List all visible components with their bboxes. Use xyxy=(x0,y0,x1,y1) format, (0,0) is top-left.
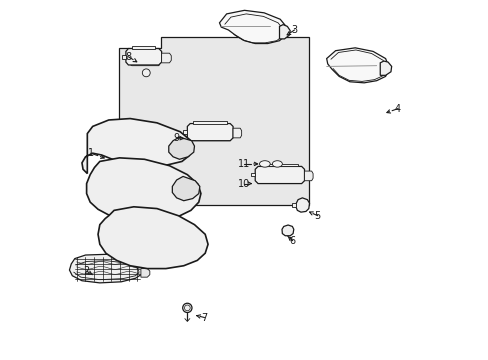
Polygon shape xyxy=(326,48,388,83)
Polygon shape xyxy=(162,53,171,63)
Text: 5: 5 xyxy=(314,211,320,221)
Polygon shape xyxy=(304,171,312,181)
Polygon shape xyxy=(255,166,304,184)
Polygon shape xyxy=(132,46,155,49)
Polygon shape xyxy=(168,137,194,159)
Circle shape xyxy=(183,303,192,312)
Polygon shape xyxy=(98,207,207,269)
Ellipse shape xyxy=(259,161,270,167)
Polygon shape xyxy=(295,198,309,212)
Polygon shape xyxy=(82,118,192,174)
Polygon shape xyxy=(69,254,144,283)
Text: 10: 10 xyxy=(237,179,249,189)
Polygon shape xyxy=(260,164,298,166)
Polygon shape xyxy=(279,24,290,39)
Text: 3: 3 xyxy=(291,25,297,35)
Polygon shape xyxy=(183,130,187,134)
Text: 8: 8 xyxy=(125,52,131,62)
Polygon shape xyxy=(219,10,286,44)
Polygon shape xyxy=(187,123,233,141)
Text: 9: 9 xyxy=(173,133,179,143)
Text: 2: 2 xyxy=(83,266,90,276)
Text: 11: 11 xyxy=(237,159,249,169)
Polygon shape xyxy=(192,121,226,123)
Polygon shape xyxy=(86,158,201,221)
Text: 6: 6 xyxy=(289,236,295,246)
Text: 4: 4 xyxy=(394,104,400,113)
Polygon shape xyxy=(380,61,391,75)
Polygon shape xyxy=(282,225,293,236)
Polygon shape xyxy=(172,176,200,201)
Polygon shape xyxy=(122,55,125,59)
Polygon shape xyxy=(141,269,149,277)
Ellipse shape xyxy=(272,161,282,167)
Text: 7: 7 xyxy=(201,312,207,323)
Polygon shape xyxy=(125,49,162,65)
Polygon shape xyxy=(250,173,255,176)
Text: 1: 1 xyxy=(88,148,94,158)
Polygon shape xyxy=(292,203,295,207)
Polygon shape xyxy=(119,37,308,205)
Polygon shape xyxy=(233,128,241,138)
Circle shape xyxy=(142,69,150,77)
